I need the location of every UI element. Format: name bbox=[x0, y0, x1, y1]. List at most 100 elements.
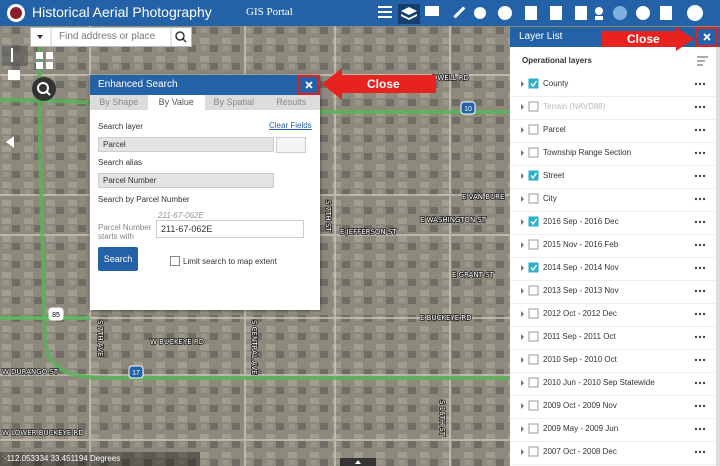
expand-arrow[interactable] bbox=[521, 127, 524, 133]
search-button[interactable]: Search bbox=[98, 247, 138, 271]
menu-dot[interactable] bbox=[698, 266, 702, 270]
expand-arrow[interactable] bbox=[521, 242, 524, 248]
menu-dot[interactable] bbox=[698, 289, 702, 293]
expand-arrow[interactable] bbox=[521, 196, 524, 202]
expand-arrow[interactable] bbox=[521, 104, 524, 110]
checkbox[interactable] bbox=[528, 308, 539, 319]
menu-dot[interactable] bbox=[702, 358, 706, 362]
tab[interactable]: By Spatial bbox=[205, 95, 263, 110]
search-box[interactable]: Find address or place bbox=[30, 27, 192, 47]
checkbox[interactable] bbox=[528, 101, 539, 112]
alias-select[interactable]: Parcel Number bbox=[98, 173, 274, 188]
field-input[interactable]: 211-67-062E bbox=[156, 220, 304, 238]
menu-dot[interactable] bbox=[694, 220, 698, 224]
menu-dot[interactable] bbox=[698, 243, 702, 247]
menu-dot[interactable] bbox=[698, 197, 702, 201]
menu-dot[interactable] bbox=[698, 312, 702, 316]
checkbox[interactable] bbox=[528, 446, 539, 457]
menu-dot[interactable] bbox=[694, 335, 698, 339]
menu-dot[interactable] bbox=[694, 197, 698, 201]
expand-arrow[interactable] bbox=[521, 357, 524, 363]
checkbox[interactable] bbox=[528, 285, 539, 296]
menu-dot[interactable] bbox=[694, 151, 698, 155]
expand-arrow[interactable] bbox=[521, 426, 524, 432]
checkbox[interactable] bbox=[528, 354, 539, 365]
expand-arrow[interactable] bbox=[521, 219, 524, 225]
checkbox[interactable] bbox=[170, 256, 180, 266]
menu-dot[interactable] bbox=[698, 82, 702, 86]
menu-dot[interactable] bbox=[694, 381, 698, 385]
checkbox[interactable] bbox=[528, 239, 539, 250]
menu-dot[interactable] bbox=[698, 427, 702, 431]
menu-dot[interactable] bbox=[694, 450, 698, 454]
checkbox[interactable] bbox=[528, 170, 539, 181]
grid-button[interactable] bbox=[34, 50, 56, 72]
menu-dot[interactable] bbox=[698, 381, 702, 385]
expand-arrow[interactable] bbox=[521, 311, 524, 317]
menu-dot[interactable] bbox=[698, 174, 702, 178]
clear-fields-link[interactable]: Clear Fields bbox=[269, 121, 312, 130]
layer-options[interactable] bbox=[276, 137, 306, 153]
tab[interactable]: By Shape bbox=[90, 95, 148, 110]
menu-dot[interactable] bbox=[694, 243, 698, 247]
menu-dot[interactable] bbox=[702, 404, 706, 408]
checkbox[interactable] bbox=[528, 377, 539, 388]
menu-dot[interactable] bbox=[702, 289, 706, 293]
menu-dot[interactable] bbox=[702, 197, 706, 201]
layer-select[interactable]: Parcel bbox=[98, 137, 274, 152]
close-button[interactable] bbox=[696, 27, 718, 47]
menu-dot[interactable] bbox=[694, 105, 698, 109]
menu-dot[interactable] bbox=[698, 151, 702, 155]
menu-dot[interactable] bbox=[694, 289, 698, 293]
expand-arrow[interactable] bbox=[521, 81, 524, 87]
menu-dot[interactable] bbox=[702, 220, 706, 224]
menu-dot[interactable] bbox=[702, 128, 706, 132]
toolbar[interactable] bbox=[370, 2, 720, 24]
menu-dot[interactable] bbox=[694, 174, 698, 178]
menu-dot[interactable] bbox=[702, 266, 706, 270]
menu-dot[interactable] bbox=[698, 335, 702, 339]
expand-arrow[interactable] bbox=[521, 150, 524, 156]
menu-dot[interactable] bbox=[698, 450, 702, 454]
menu-dot[interactable] bbox=[694, 82, 698, 86]
menu-dot[interactable] bbox=[702, 82, 706, 86]
checkbox[interactable] bbox=[528, 423, 539, 434]
checkbox[interactable] bbox=[528, 78, 539, 89]
menu-dot[interactable] bbox=[702, 243, 706, 247]
options-icon[interactable] bbox=[696, 55, 710, 67]
expand-arrow[interactable] bbox=[521, 380, 524, 386]
menu-dot[interactable] bbox=[702, 450, 706, 454]
checkbox[interactable] bbox=[528, 331, 539, 342]
expand-arrow[interactable] bbox=[521, 173, 524, 179]
menu-dot[interactable] bbox=[694, 404, 698, 408]
menu-dot[interactable] bbox=[702, 312, 706, 316]
menu-dot[interactable] bbox=[694, 427, 698, 431]
map-controls[interactable] bbox=[2, 46, 30, 156]
menu-dot[interactable] bbox=[694, 358, 698, 362]
menu-dot[interactable] bbox=[702, 174, 706, 178]
checkbox[interactable] bbox=[528, 124, 539, 135]
menu-dot[interactable] bbox=[698, 404, 702, 408]
menu-dot[interactable] bbox=[698, 128, 702, 132]
checkbox[interactable] bbox=[528, 147, 539, 158]
search-button[interactable] bbox=[31, 76, 57, 102]
menu-dot[interactable] bbox=[694, 266, 698, 270]
menu-dot[interactable] bbox=[694, 312, 698, 316]
close-button[interactable] bbox=[298, 75, 320, 95]
attribution-toggle[interactable] bbox=[340, 458, 376, 466]
menu-dot[interactable] bbox=[702, 335, 706, 339]
checkbox[interactable] bbox=[528, 193, 539, 204]
checkbox[interactable] bbox=[528, 216, 539, 227]
menu-dot[interactable] bbox=[702, 381, 706, 385]
menu-dot[interactable] bbox=[698, 105, 702, 109]
expand-arrow[interactable] bbox=[521, 403, 524, 409]
menu-dot[interactable] bbox=[698, 220, 702, 224]
expand-arrow[interactable] bbox=[521, 265, 524, 271]
menu-dot[interactable] bbox=[698, 358, 702, 362]
menu-dot[interactable] bbox=[702, 105, 706, 109]
menu-dot[interactable] bbox=[694, 128, 698, 132]
expand-arrow[interactable] bbox=[521, 334, 524, 340]
menu-dot[interactable] bbox=[702, 151, 706, 155]
tab[interactable]: Results bbox=[262, 95, 320, 110]
menu-dot[interactable] bbox=[702, 427, 706, 431]
